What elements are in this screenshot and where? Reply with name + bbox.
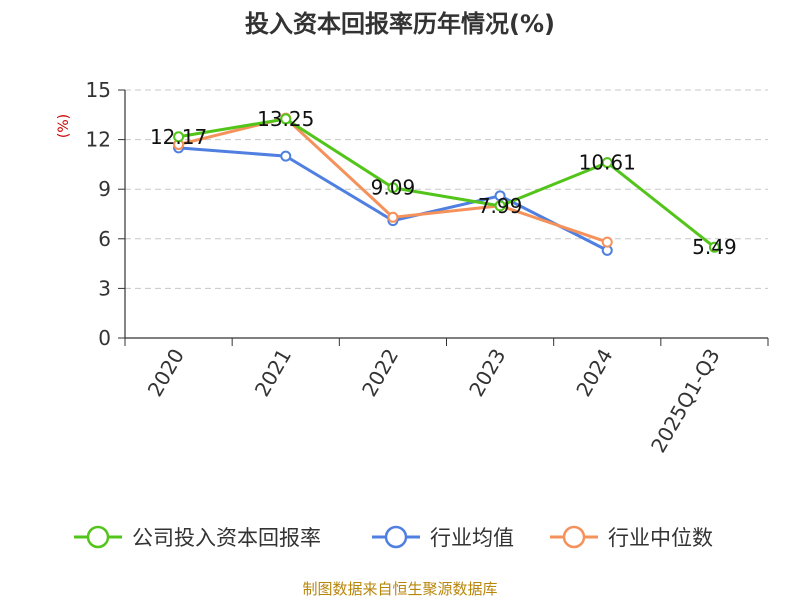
legend-swatch-marker-1 (384, 525, 408, 549)
chart-title: 投入资本回报率历年情况(%) (245, 10, 555, 38)
data-point-s0-2022[interactable] (387, 182, 399, 194)
x-tick-label-2023: 2023 (464, 345, 510, 401)
legend-swatch-marker-0 (86, 525, 110, 549)
series-line-0 (178, 117, 716, 249)
axes: 0 3 6 9 12 15 2020 2021 2022 2023 2024 2025Q1-Q3 (86, 78, 769, 457)
legend-item-2[interactable]: 行业中位数 (550, 525, 713, 550)
data-point-s0-2025Q1-Q3[interactable] (708, 241, 720, 253)
x-tick-label-2021: 2021 (250, 345, 296, 401)
data-point-s0-2020[interactable] (173, 131, 185, 143)
x-tick-label-2022: 2022 (357, 345, 403, 401)
data-label-2022: 9.09 (371, 176, 416, 200)
legend-label-1: 行业均值 (430, 526, 514, 550)
data-point-s1-2021[interactable] (280, 150, 292, 162)
data-label-2021: 13.25 (257, 107, 314, 131)
legend-label-0: 公司投入资本回报率 (132, 526, 321, 550)
x-tick-label-2025Q1-Q3: 2025Q1-Q3 (646, 345, 725, 457)
y-tick-label-3: 3 (98, 276, 111, 300)
y-tick-label-0: 0 (98, 326, 111, 350)
legend-item-1[interactable]: 行业均值 (372, 525, 514, 550)
data-point-s0-2021[interactable] (280, 113, 292, 125)
legend-swatch-marker-2 (562, 525, 586, 549)
data-point-s0-2023[interactable] (494, 200, 506, 212)
data-point-s0-2024[interactable] (601, 157, 613, 169)
data-label-2023: 7.99 (478, 194, 523, 218)
legend-label-2: 行业中位数 (608, 526, 713, 550)
y-tick-label-15: 15 (86, 78, 111, 102)
y-tick-label-6: 6 (98, 227, 111, 251)
gridlines (125, 89, 768, 289)
legend-item-0[interactable]: 公司投入资本回报率 (74, 525, 321, 550)
data-label-2020: 12.17 (150, 125, 207, 149)
data-label-2025Q1-Q3: 5.49 (692, 235, 737, 259)
y-axis-label: (%) (56, 114, 72, 138)
y-tick-label-9: 9 (98, 177, 111, 201)
x-tick-label-2024: 2024 (571, 345, 617, 401)
data-label-2024: 10.61 (579, 151, 636, 175)
source-note: 制图数据来自恒生聚源数据库 (302, 580, 497, 598)
data-point-s2-2024[interactable] (601, 236, 613, 248)
x-tick-label-2020: 2020 (143, 345, 189, 401)
data-point-s2-2022[interactable] (387, 211, 399, 223)
series (173, 112, 720, 256)
legend[interactable]: 公司投入资本回报率 行业均值 行业中位数 (74, 525, 713, 550)
y-tick-label-12: 12 (86, 128, 111, 152)
data-labels: 12.17 13.25 9.09 7.99 10.61 5.49 (150, 107, 737, 259)
